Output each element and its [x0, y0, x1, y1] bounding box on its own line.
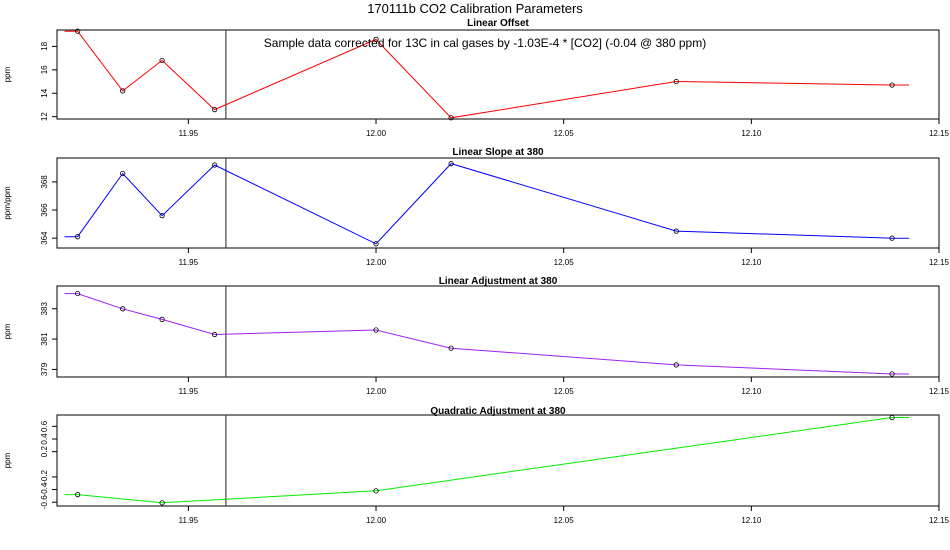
x-tick-label: 12.05	[554, 129, 575, 138]
data-point	[373, 36, 379, 42]
data-point	[212, 107, 218, 113]
plot-frame	[56, 285, 940, 378]
x-tick-label: 12.15	[929, 516, 950, 525]
y-tick-label: 16	[40, 65, 49, 74]
data-point	[120, 88, 126, 94]
x-tick-label: 12.00	[366, 516, 387, 525]
x-tick-label: 11.95	[179, 387, 199, 396]
y-tick-label: -0.4	[40, 482, 49, 496]
series-line	[64, 417, 909, 504]
y-tick-label: 0.2	[40, 446, 49, 458]
data-point	[673, 228, 679, 234]
y-tick-label: 0.6	[40, 420, 49, 432]
y-tick-label: 14	[40, 88, 49, 97]
y-axis-label: ppm	[3, 452, 12, 468]
x-tick-label: 12.05	[554, 258, 575, 267]
y-tick-label: 18	[40, 41, 49, 50]
data-point	[448, 115, 454, 121]
x-tick-label: 12.00	[366, 387, 387, 396]
series-line	[64, 293, 909, 375]
data-point	[75, 234, 81, 240]
data-point	[373, 488, 379, 494]
data-point	[75, 28, 81, 34]
plot-frame	[56, 414, 940, 507]
x-tick-label: 12.05	[554, 516, 575, 525]
x-tick-label: 12.15	[929, 387, 950, 396]
data-point	[373, 241, 379, 247]
y-tick-label: 12	[40, 112, 49, 121]
x-tick-label: 11.95	[179, 129, 199, 138]
data-point	[75, 492, 81, 498]
y-tick-label: 366	[40, 203, 49, 217]
y-tick-label: 383	[40, 302, 49, 316]
y-tick-label: 368	[40, 175, 49, 189]
y-tick-label: 364	[40, 231, 49, 245]
data-point	[448, 161, 454, 167]
chart-title: Linear Adjustment at 380	[439, 276, 558, 287]
plot-frame	[56, 29, 940, 120]
x-tick-label: 12.10	[741, 516, 762, 525]
chart-title: Quadratic Adjustment at 380	[430, 406, 566, 417]
series-line	[64, 30, 909, 119]
data-point	[159, 500, 165, 506]
y-axis-label: ppm/ppm	[3, 186, 12, 220]
y-tick-label: 0.4	[40, 433, 49, 445]
x-tick-label: 11.95	[179, 516, 199, 525]
x-tick-label: 12.10	[741, 129, 762, 138]
data-point	[373, 327, 379, 333]
data-point	[159, 213, 165, 219]
data-point	[889, 235, 895, 241]
y-axis-label: ppm	[3, 66, 12, 82]
y-tick-label: -0.2	[40, 469, 49, 483]
y-tick-label: 381	[40, 332, 49, 346]
data-point	[159, 316, 165, 322]
x-tick-label: 12.05	[554, 387, 575, 396]
data-point	[120, 170, 126, 177]
data-point	[889, 82, 895, 88]
data-point	[889, 371, 895, 377]
chart-title: Linear Slope at 380	[452, 147, 544, 158]
x-tick-label: 12.00	[366, 258, 387, 267]
x-tick-label: 11.95	[179, 258, 199, 267]
data-point	[212, 162, 218, 168]
series-line	[64, 163, 909, 245]
page-title: 170111b CO2 Calibration Parameters	[367, 1, 583, 16]
x-tick-label: 12.00	[366, 129, 387, 138]
x-tick-label: 12.15	[929, 129, 950, 138]
annotation-text: Sample data corrected for 13C in cal gas…	[264, 36, 706, 50]
y-axis-label: ppm	[3, 323, 12, 339]
data-point	[120, 306, 126, 312]
plot-frame	[56, 157, 940, 249]
x-tick-label: 12.10	[741, 258, 762, 267]
x-tick-label: 12.10	[741, 387, 762, 396]
data-point	[448, 345, 454, 351]
data-point	[159, 57, 165, 64]
y-tick-label: 379	[40, 362, 49, 376]
data-point	[75, 290, 81, 297]
data-point	[212, 331, 218, 338]
y-tick-label: -0.6	[40, 495, 49, 509]
x-tick-label: 12.15	[929, 258, 950, 267]
chart-title: Linear Offset	[467, 18, 529, 29]
data-point	[889, 414, 895, 421]
data-point	[673, 78, 679, 85]
data-point	[673, 362, 679, 368]
